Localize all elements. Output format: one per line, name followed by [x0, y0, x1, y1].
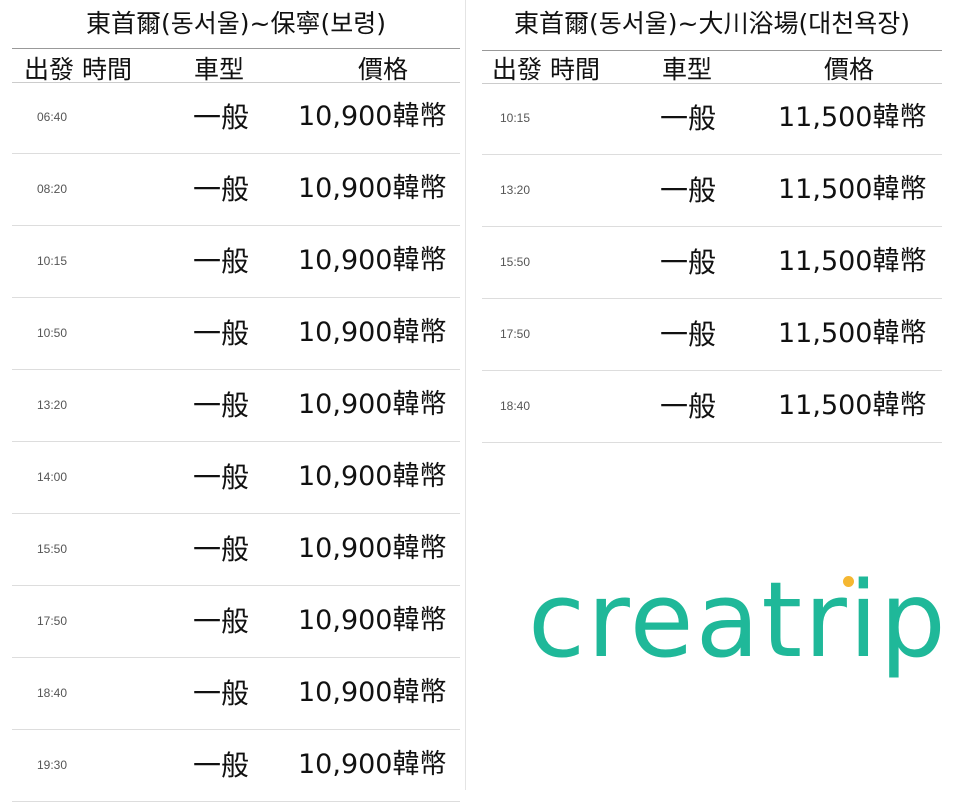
price: 11,500韓幣 [778, 390, 927, 421]
header-type: 車型 [194, 55, 245, 84]
price: 11,500韓幣 [778, 246, 927, 277]
header-price: 價格 [824, 55, 875, 84]
table-row: 10:15 一般 11,500韓幣 [482, 83, 942, 155]
price: 10,900韓幣 [298, 101, 447, 132]
price: 11,500韓幣 [778, 318, 927, 349]
departure-time: 13:20 [500, 183, 531, 197]
bus-type: 一般 [193, 677, 250, 710]
divider [12, 585, 460, 586]
divider [482, 154, 942, 155]
price: 11,500韓幣 [778, 174, 927, 205]
divider [12, 225, 460, 226]
departure-time: 19:30 [37, 758, 68, 772]
divider [482, 370, 942, 371]
header-time: 出發 時間 [24, 55, 132, 84]
price: 10,900韓幣 [298, 245, 447, 276]
header-type: 車型 [662, 55, 713, 84]
divider [482, 442, 942, 443]
table-row: 08:20 一般 10,900韓幣 [12, 154, 460, 226]
divider [12, 48, 460, 49]
departure-time: 14:00 [37, 470, 68, 484]
bus-type: 一般 [660, 174, 717, 207]
departure-time: 10:15 [500, 111, 531, 125]
table-row: 17:50 一般 11,500韓幣 [482, 299, 942, 371]
header-time: 出發 時間 [492, 55, 600, 84]
price: 10,900韓幣 [298, 317, 447, 348]
table-row: 10:50 一般 10,900韓幣 [12, 298, 460, 370]
table-row: 10:15 一般 10,900韓幣 [12, 226, 460, 298]
table-row: 15:50 一般 11,500韓幣 [482, 227, 942, 299]
price: 10,900韓幣 [298, 461, 447, 492]
departure-time: 15:50 [500, 255, 531, 269]
price: 10,900韓幣 [298, 173, 447, 204]
bus-type: 一般 [660, 318, 717, 351]
divider [12, 441, 460, 442]
divider [12, 297, 460, 298]
header-price: 價格 [358, 55, 409, 84]
table-title: 東首爾(동서울)~大川浴場(대천욕장) [514, 9, 910, 38]
divider [12, 657, 460, 658]
bus-type: 一般 [660, 390, 717, 423]
table-row: 18:40 一般 10,900韓幣 [12, 658, 460, 730]
divider [12, 82, 460, 83]
table-row: 06:40 一般 10,900韓幣 [12, 82, 460, 154]
bus-type: 一般 [660, 102, 717, 135]
table-row: 17:50 一般 10,900韓幣 [12, 586, 460, 658]
departure-time: 17:50 [500, 327, 531, 341]
bus-type: 一般 [193, 461, 250, 494]
divider [482, 298, 942, 299]
divider [482, 83, 942, 84]
divider [482, 226, 942, 227]
bus-type: 一般 [193, 317, 250, 350]
departure-time: 08:20 [37, 182, 68, 196]
departure-time: 10:15 [37, 254, 68, 268]
divider [482, 50, 942, 51]
price: 10,900韓幣 [298, 677, 447, 708]
bus-type: 一般 [193, 533, 250, 566]
departure-time: 15:50 [37, 542, 68, 556]
departure-time: 17:50 [37, 614, 68, 628]
departure-time: 10:50 [37, 326, 68, 340]
departure-time: 18:40 [37, 686, 68, 700]
bus-type: 一般 [193, 101, 250, 134]
price: 10,900韓幣 [298, 749, 447, 780]
divider [12, 729, 460, 730]
creatrip-logo: creatrip [528, 559, 948, 681]
bus-type: 一般 [193, 173, 250, 206]
price: 11,500韓幣 [778, 102, 927, 133]
table-row: 15:50 一般 10,900韓幣 [12, 514, 460, 586]
bus-type: 一般 [193, 389, 250, 422]
table-row: 14:00 一般 10,900韓幣 [12, 442, 460, 514]
price: 10,900韓幣 [298, 389, 447, 420]
price: 10,900韓幣 [298, 605, 447, 636]
bus-type: 一般 [660, 246, 717, 279]
divider [12, 369, 460, 370]
table-row: 13:20 一般 10,900韓幣 [12, 370, 460, 442]
table-row: 19:30 一般 10,900韓幣 [12, 730, 460, 802]
logo-dot [843, 576, 854, 587]
departure-time: 18:40 [500, 399, 531, 413]
departure-time: 06:40 [37, 110, 68, 124]
table-row: 13:20 一般 11,500韓幣 [482, 155, 942, 227]
table-title: 東首爾(동서울)~保寧(보령) [86, 9, 386, 38]
bus-type: 一般 [193, 605, 250, 638]
bus-type: 一般 [193, 749, 250, 782]
divider [12, 513, 460, 514]
table-row: 18:40 一般 11,500韓幣 [482, 371, 942, 443]
column-divider [465, 0, 466, 790]
bus-type: 一般 [193, 245, 250, 278]
departure-time: 13:20 [37, 398, 68, 412]
divider [12, 153, 460, 154]
price: 10,900韓幣 [298, 533, 447, 564]
